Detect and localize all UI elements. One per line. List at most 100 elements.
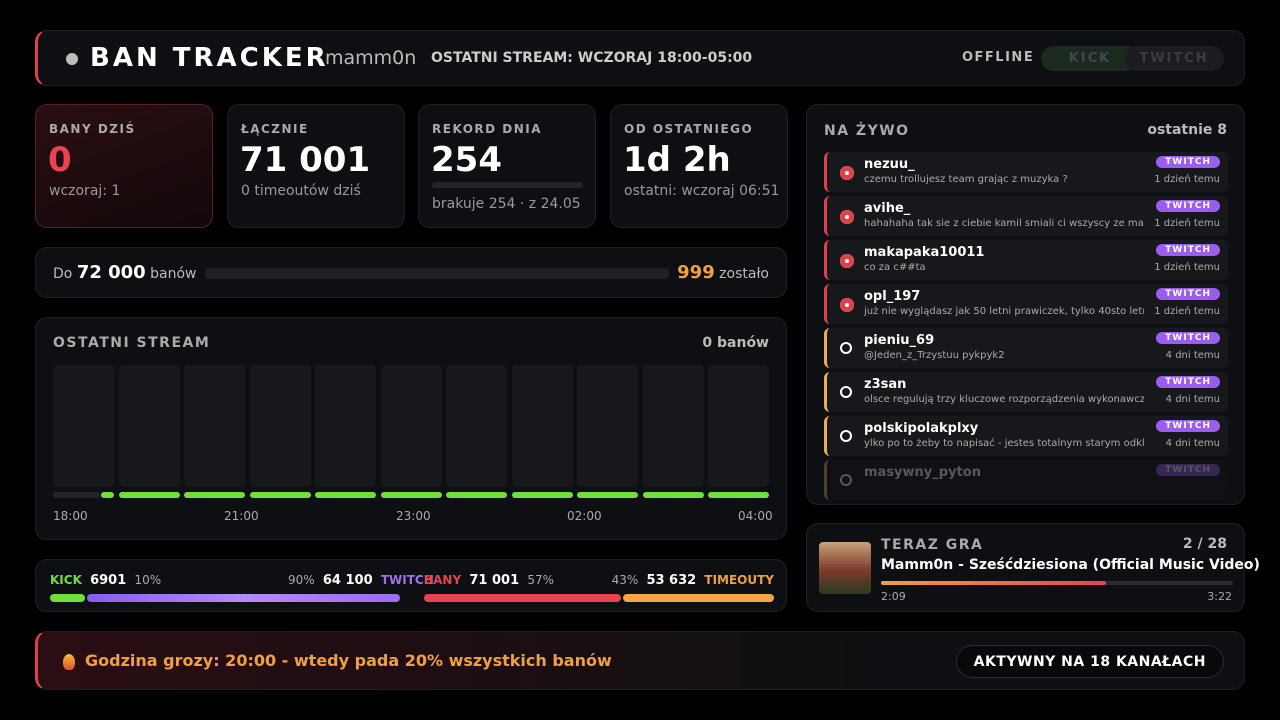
live-user: pieniu_69 xyxy=(864,333,935,348)
stream-column xyxy=(184,365,245,487)
stat-card: BANY DZIŚ 0 wczoraj: 1 xyxy=(35,104,213,228)
bans-count: 71 001 xyxy=(469,573,520,588)
twitch-count: 64 100 xyxy=(322,573,373,588)
timeout-icon xyxy=(840,474,852,486)
stat-value: 0 xyxy=(48,140,72,180)
live-time: 1 dzień temu xyxy=(1154,218,1220,229)
platform-pill: TWITCH xyxy=(1156,420,1220,432)
np-duration: 3:22 xyxy=(1207,590,1232,603)
stat-sub: ostatni: wczoraj 06:51 xyxy=(624,183,780,199)
footer: Godzina grozy: 20:00 - wtedy pada 20% ws… xyxy=(35,631,1245,690)
stream-online xyxy=(184,492,245,498)
stream-column xyxy=(315,365,376,487)
kick-stats: KICK 6901 10% xyxy=(50,573,161,588)
cover xyxy=(819,542,871,594)
stream-column xyxy=(380,365,442,487)
timeouts-count: 53 632 xyxy=(646,573,697,588)
time-label: 18:00 xyxy=(53,509,88,523)
title: BAN TRACKER xyxy=(90,43,329,73)
timeouts-pct: 43% xyxy=(611,573,639,587)
ban-icon xyxy=(840,166,854,180)
stream-online xyxy=(708,492,769,498)
live-message: co za c##ta xyxy=(864,262,926,273)
live-item: opl_197 już nie wyglądasz jak 50 letni pr… xyxy=(824,284,1228,324)
live-message: ylko po to żeby to napisać - jestes tota… xyxy=(864,438,1144,449)
timeouts-bar xyxy=(623,594,774,602)
live-user: z3san xyxy=(864,377,907,392)
goal-remaining-unit: zostało xyxy=(719,266,769,282)
channel: mamm0n xyxy=(325,47,417,69)
ban-icon xyxy=(840,254,854,268)
stat-value: 71 001 xyxy=(240,140,371,180)
platform-pill: TWITCH xyxy=(1156,332,1220,344)
platform-pill: TWITCH xyxy=(1156,464,1220,476)
stream-online xyxy=(380,492,442,498)
platform-pill: TWITCH xyxy=(1156,200,1220,212)
platform-pill: TWITCH xyxy=(1156,244,1220,256)
platform-pill: TWITCH xyxy=(1156,376,1220,388)
goal-remaining: 999 xyxy=(677,262,715,283)
live-panel: NA ŻYWO ostatnie 8 nezuu_ czemu trollujes… xyxy=(806,104,1245,505)
goal-prefix: Do xyxy=(53,266,73,282)
live-user: opl_197 xyxy=(864,289,921,304)
live-item: makapaka10011 co za c##ta TWITCH 1 dzień te… xyxy=(824,240,1228,280)
twitch-bar xyxy=(87,594,400,602)
time-label: 21:00 xyxy=(224,509,259,523)
timeout-icon xyxy=(840,430,852,442)
bans-stats: BANY 71 001 57% xyxy=(424,573,554,588)
live-time: 1 dzień temu xyxy=(1154,306,1220,317)
bans-label: BANY xyxy=(424,573,462,587)
platform-pill: TWITCH xyxy=(1156,288,1220,300)
stream-column xyxy=(53,365,114,487)
live-count: ostatnie 8 xyxy=(1147,122,1227,138)
np-elapsed: 2:09 xyxy=(881,590,906,603)
header: BAN TRACKER mamm0n OSTATNI STREAM: WCZOR… xyxy=(35,30,1245,86)
stat-label: OD OSTATNIEGO xyxy=(624,122,754,136)
stat-card: ŁĄCZNIE 71 001 0 timeoutów dziś xyxy=(227,104,405,228)
twitch-label: TWITCH xyxy=(380,573,434,587)
kick-count: 6901 xyxy=(90,573,127,588)
timeout-icon xyxy=(840,386,852,398)
stat-value: 1d 2h xyxy=(623,140,731,180)
stream-column xyxy=(249,365,311,487)
goal-remaining-text: 999 zostało xyxy=(677,262,769,283)
stream-online xyxy=(101,492,114,498)
stream-online xyxy=(315,492,376,498)
panel-title: OSTATNI STREAM xyxy=(53,335,211,351)
stat-sub: wczoraj: 1 xyxy=(49,183,121,199)
stream-offline xyxy=(53,492,100,498)
live-time: 4 dni temu xyxy=(1165,394,1220,405)
live-user: avihe_ xyxy=(864,201,911,216)
record-bar xyxy=(432,182,583,188)
last-stream-panel: OSTATNI STREAM 0 banów 18:00 21:00 23:00 02… xyxy=(35,317,787,540)
live-user: makapaka10011 xyxy=(864,245,985,260)
timeout-icon xyxy=(840,342,852,354)
stream-column xyxy=(708,365,769,487)
timeouts-stats: 43% 53 632 TIMEOUTY xyxy=(596,573,774,588)
kick-button[interactable]: KICK xyxy=(1041,46,1139,71)
bans-bar xyxy=(424,594,621,602)
live-message: już nie wyglądasz jak 50 letni prawiczek… xyxy=(864,306,1144,317)
live-item: polskipolakplxy ylko po to żeby to napisa… xyxy=(824,416,1228,456)
time-label: 04:00 xyxy=(738,509,773,523)
stat-sub: 0 timeoutów dziś xyxy=(241,183,361,199)
stat-sub: brakuje 254 · z 24.05 xyxy=(432,196,581,212)
stat-label: REKORD DNIA xyxy=(432,122,543,136)
stream-online xyxy=(577,492,638,498)
channels-badge: AKTYWNY NA 18 KANAŁACH xyxy=(955,645,1224,678)
np-progress xyxy=(881,581,1106,585)
stream-online xyxy=(118,492,180,498)
stream-column xyxy=(642,365,704,487)
goal-target: 72 000 xyxy=(76,262,146,283)
kick-pct: 10% xyxy=(134,573,162,587)
live-time: 4 dni temu xyxy=(1165,350,1220,361)
timeouts-label: TIMEOUTY xyxy=(704,573,774,587)
live-item: avihe_ hahahaha tak sie z ciebie kamil sm… xyxy=(824,196,1228,236)
stream-column xyxy=(446,365,507,487)
np-label: TERAZ GRA xyxy=(881,537,984,553)
ban-icon xyxy=(840,210,854,224)
twitch-button[interactable]: TWITCH xyxy=(1124,46,1224,71)
status-dot xyxy=(66,53,78,65)
stream-column xyxy=(511,365,573,487)
bans-pct: 57% xyxy=(527,573,554,587)
